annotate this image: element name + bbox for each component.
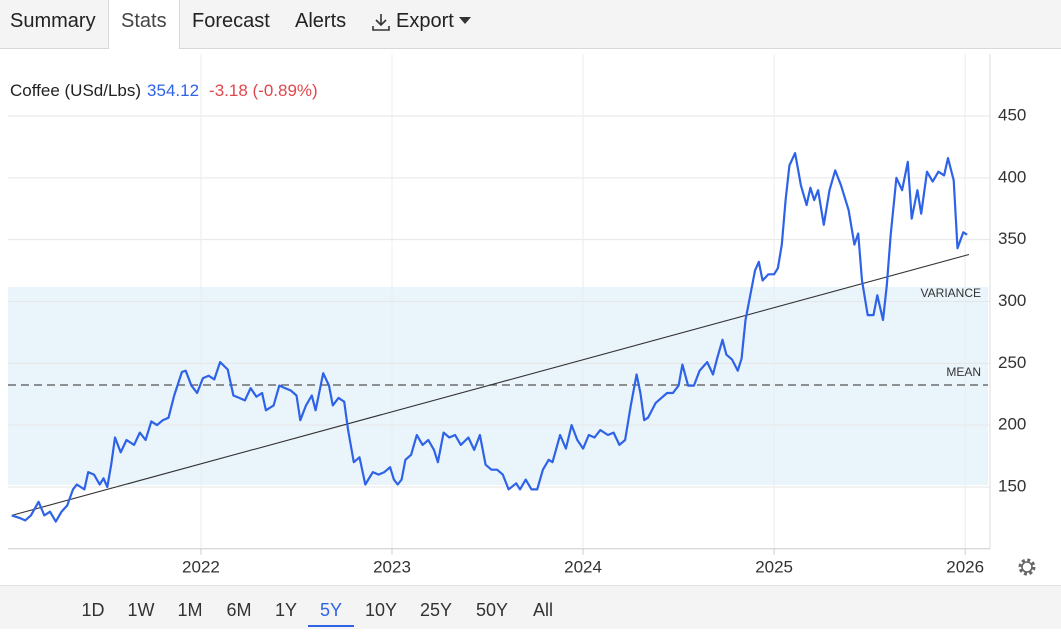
settings-icon[interactable] xyxy=(1018,558,1036,576)
range-button[interactable]: 25Y xyxy=(419,600,453,620)
caret-icon xyxy=(459,17,471,24)
y-tick-label: 300 xyxy=(998,291,1026,310)
range-button[interactable]: 50Y xyxy=(475,600,509,620)
range-button[interactable]: 1Y xyxy=(274,600,298,620)
price-change: -3.18 (-0.89%) xyxy=(209,81,318,100)
tab[interactable]: Summary xyxy=(10,10,96,32)
range-button[interactable]: All xyxy=(532,600,553,620)
price-line xyxy=(11,152,968,523)
range-bar: 1D 1W 1M 6M 1Y 5Y 10Y 25Y 50Y All xyxy=(0,585,1061,629)
y-tick-label: 350 xyxy=(998,229,1026,248)
x-tick-label: 2023 xyxy=(373,557,411,576)
chart-header: Coffee (USd/Lbs) 354.12 -3.18 (-0.89%) xyxy=(10,81,318,100)
range-button[interactable]: 1D xyxy=(81,600,105,620)
gear-teeth xyxy=(1018,558,1036,576)
y-tick-label: 400 xyxy=(998,167,1026,186)
y-tick-label: 200 xyxy=(998,415,1026,434)
x-tick-label: 2026 xyxy=(946,557,984,576)
range-button[interactable]: 6M xyxy=(226,600,252,620)
x-tick-label: 2024 xyxy=(564,557,602,576)
y-tick-label: 450 xyxy=(998,106,1026,125)
chart-title: Coffee (USd/Lbs) xyxy=(10,81,141,100)
tab-bar: Summary Stats Forecast Alerts Export xyxy=(0,0,1061,49)
tab[interactable]: Forecast xyxy=(192,10,270,32)
x-tick-label: 2022 xyxy=(182,557,220,576)
range-button[interactable]: 1W xyxy=(127,600,155,620)
trend-line xyxy=(11,253,970,516)
range-button[interactable]: 5Y xyxy=(308,586,354,627)
variance-band xyxy=(8,287,988,485)
y-tick-label: 150 xyxy=(998,476,1026,495)
tab[interactable]: Export xyxy=(396,10,454,32)
gear-body xyxy=(1021,561,1033,573)
last-price: 354.12 xyxy=(147,81,199,100)
plot: 150 200 250 300 350 400 450 2022 2023 2024 2025 202… xyxy=(8,54,1026,576)
range-button[interactable]: 1M xyxy=(177,600,203,620)
variance-label: VARIANCE xyxy=(921,286,981,300)
mean-label: MEAN xyxy=(946,365,981,379)
x-tick-label: 2025 xyxy=(755,557,793,576)
download-icon xyxy=(372,14,390,31)
tab[interactable]: Alerts xyxy=(295,10,347,32)
y-tick-label: 250 xyxy=(998,353,1026,372)
range-button[interactable]: 10Y xyxy=(364,600,398,620)
tab[interactable]: Stats xyxy=(108,0,180,49)
